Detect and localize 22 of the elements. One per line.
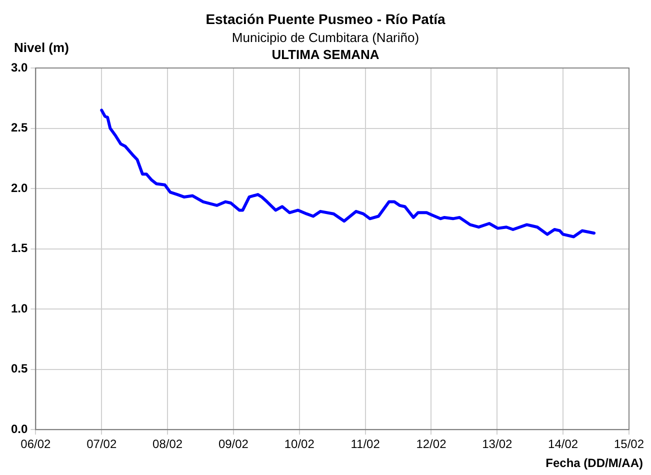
y-tick-label: 1.5 (10, 241, 28, 256)
x-tick-label: 13/02 (482, 437, 512, 452)
y-tick-label: 0.5 (10, 362, 28, 376)
x-tick-label: 08/02 (152, 437, 183, 452)
x-tick-label: 07/02 (86, 437, 117, 452)
x-axis-title: Fecha (DD/M/AA) (546, 456, 643, 470)
y-tick-label: 2.5 (10, 120, 28, 135)
y-axis-title: Nivel (m) (14, 40, 69, 55)
y-tick-label: 0.0 (10, 422, 28, 436)
chart-subtitle: Municipio de Cumbitara (Nariño) (232, 30, 420, 45)
text: ULTIMA SEMANA (272, 47, 380, 62)
x-tick-label: 10/02 (284, 437, 315, 452)
x-tick-label: 12/02 (416, 437, 447, 452)
x-tick-label: 11/02 (350, 437, 380, 452)
x-tick-label: 15/02 (614, 437, 644, 452)
y-tick-label: 1.0 (10, 301, 28, 316)
chart-title: Estación Puente Pusmeo - Río Patía (204, 11, 446, 27)
y-tick-label: 2.0 (10, 180, 28, 195)
x-tick-label: 09/02 (218, 437, 249, 452)
x-tick-label: 06/02 (20, 437, 52, 452)
x-tick-label: 14/02 (548, 437, 578, 452)
y-tick-label: 3.0 (10, 60, 28, 74)
